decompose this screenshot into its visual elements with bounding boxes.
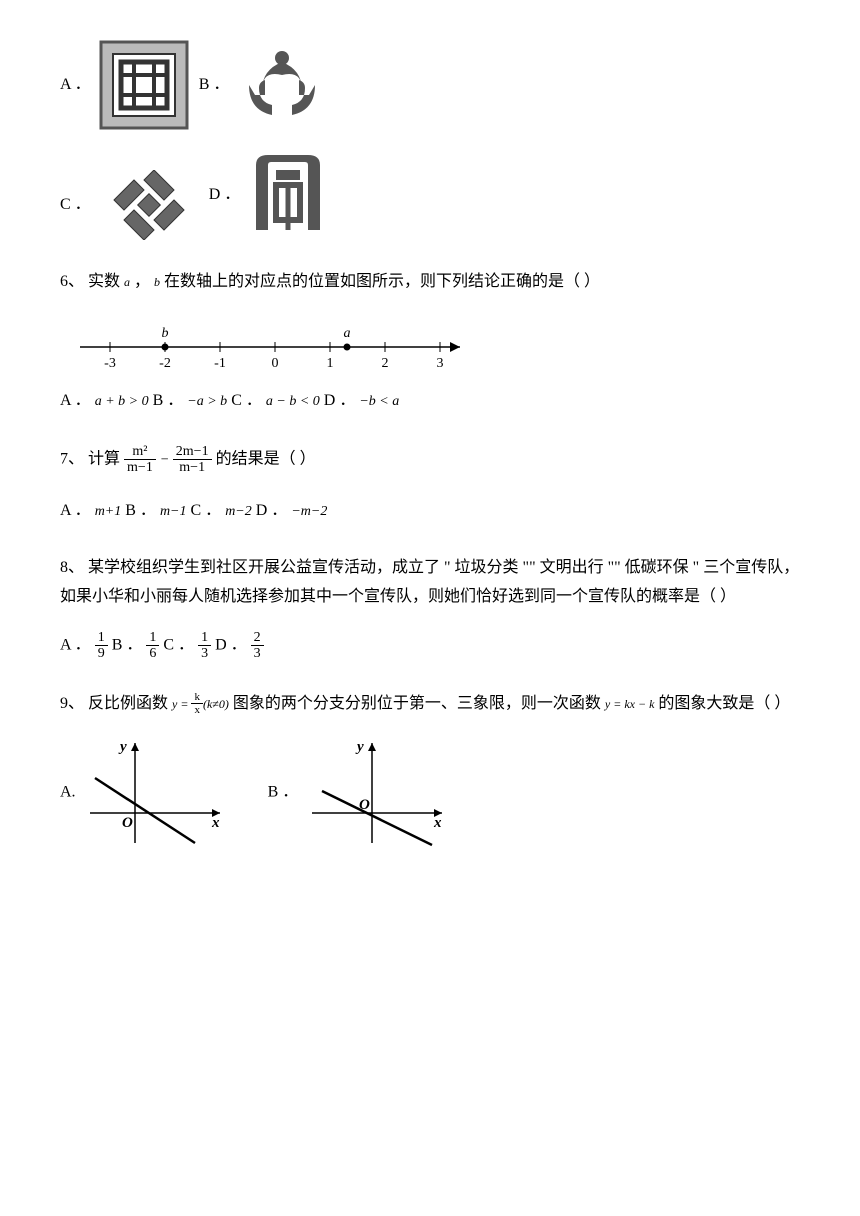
q8-options: A ． 19 B ． 16 C ． 13 D ． 23 [60,630,800,662]
q6-optD: −b < a [359,394,399,409]
q7-optA: m+1 [95,504,122,519]
q6-text-before: 实数 [88,273,124,290]
option-d: D ． [209,150,335,240]
svg-text:1: 1 [327,356,334,371]
q9-optB-label: B ． [268,784,299,801]
q7-options: A ． m+1 B ． m−1 C ． m−2 D ． −m−2 [60,497,800,526]
q8-optA-frac: 19 [95,630,108,662]
q7-frac2: 2m−1 m−1 [173,444,212,476]
svg-text:-2: -2 [159,356,171,371]
svg-text:y: y [355,739,364,755]
q7-text-after: 的结果是（ ） [216,450,316,467]
logo-b-icon [237,40,327,130]
q6-optB: −a > b [187,394,227,409]
option-c-label: C ． [60,196,91,213]
q6-optC-label: C ． [231,392,262,409]
q6-text-after: 在数轴上的对应点的位置如图所示，则下列结论正确的是（ ） [164,273,600,290]
q6-optB-label: B ． [153,392,184,409]
svg-text:-1: -1 [214,356,226,371]
q9-number: 9、 [60,695,84,712]
svg-text:3: 3 [437,356,444,371]
q7-optC-label: C ． [191,502,222,519]
question-8: 8、 某学校组织学生到社区开展公益宣传活动，成立了 " 垃圾分类 "" 文明出行… [60,554,800,661]
q7-optC: m−2 [225,504,252,519]
q6-comma: ， [134,273,150,290]
graph-a-icon: O x y [80,733,230,853]
q9-text-before: 反比例函数 [88,695,172,712]
q6-var-b: b [154,275,160,289]
question-9: 9、 反比例函数 y = kx(k≠0) 图象的两个分支分别位于第一、三象限，则… [60,690,800,854]
q8-number: 8、 [60,559,84,576]
question-6: 6、 实数 a ， b 在数轴上的对应点的位置如图所示，则下列结论正确的是（ ）… [60,268,800,416]
q6-options: A ． a + b > 0 B ． −a > b C ． a − b < 0 D… [60,387,800,416]
q7-number: 7、 [60,450,84,467]
q9-formula: y = kx(k≠0) [172,695,233,712]
q9-text-mid: 图象的两个分支分别位于第一、三象限，则一次函数 [233,695,605,712]
q8-optC-label: C ． [163,636,194,653]
q8-text: 某学校组织学生到社区开展公益宣传活动，成立了 " 垃圾分类 "" 文明出行 ""… [60,559,799,605]
q6-optC: a − b < 0 [266,394,320,409]
q8-optB-label: B ． [112,636,143,653]
q9-graphs-row: A. O x y B ． O x y [60,733,800,853]
number-line-figure: -3 -2 -1 0 1 2 3 b a [60,312,800,372]
logo-d-icon [248,150,328,240]
question-5: A ． B ． [60,40,800,240]
q8-optB-frac: 16 [146,630,159,662]
options-row-2: C ． D ． [60,150,800,240]
svg-text:2: 2 [382,356,389,371]
q7-optD-label: D ． [256,502,288,519]
svg-text:x: x [211,815,220,831]
option-b: B ． [199,40,334,130]
logo-a-icon [99,40,189,130]
question-7: 7、 计算 m² m−1 − 2m−1 m−1 的结果是（ ） A ． m+1 … [60,444,800,527]
option-a-label: A ． [60,76,91,93]
q8-optA-label: A ． [60,636,91,653]
svg-text:0: 0 [272,356,279,371]
option-b-label: B ． [199,76,230,93]
q6-var-a: a [124,275,130,289]
q9-optA-label: A. [60,784,76,801]
svg-text:y: y [118,739,127,755]
q9-text-after: 的图象大致是（ ） [658,695,790,712]
q6-optA: a + b > 0 [95,394,149,409]
q8-optD-label: D ． [215,636,247,653]
options-row-1: A ． B ． [60,40,800,130]
q6-optA-label: A ． [60,392,91,409]
q6-optD-label: D ． [324,392,356,409]
svg-text:-3: -3 [104,356,116,371]
q7-optB-label: B ． [125,502,156,519]
q7-optA-label: A ． [60,502,91,519]
logo-c-icon [99,170,199,240]
q8-optC-frac: 13 [198,630,211,662]
q7-optB: m−1 [160,504,187,519]
option-a: A ． [60,40,195,130]
svg-text:b: b [162,326,169,341]
q7-text-before: 计算 [88,450,124,467]
q9-option-a: A. O x y [60,733,230,853]
q7-frac1: m² m−1 [124,444,156,476]
q7-minus: − [160,452,173,467]
svg-text:a: a [344,326,351,341]
q9-formula2: y = kx − k [605,697,655,711]
q8-optD-frac: 23 [251,630,264,662]
option-d-label: D ． [209,186,241,203]
svg-text:O: O [122,815,133,831]
option-c: C ． [60,170,205,240]
graph-b-icon: O x y [302,733,452,853]
q9-option-b: B ． O x y [268,733,453,853]
q7-optD: −m−2 [291,504,327,519]
q6-number: 6、 [60,273,84,290]
svg-text:x: x [433,815,442,831]
